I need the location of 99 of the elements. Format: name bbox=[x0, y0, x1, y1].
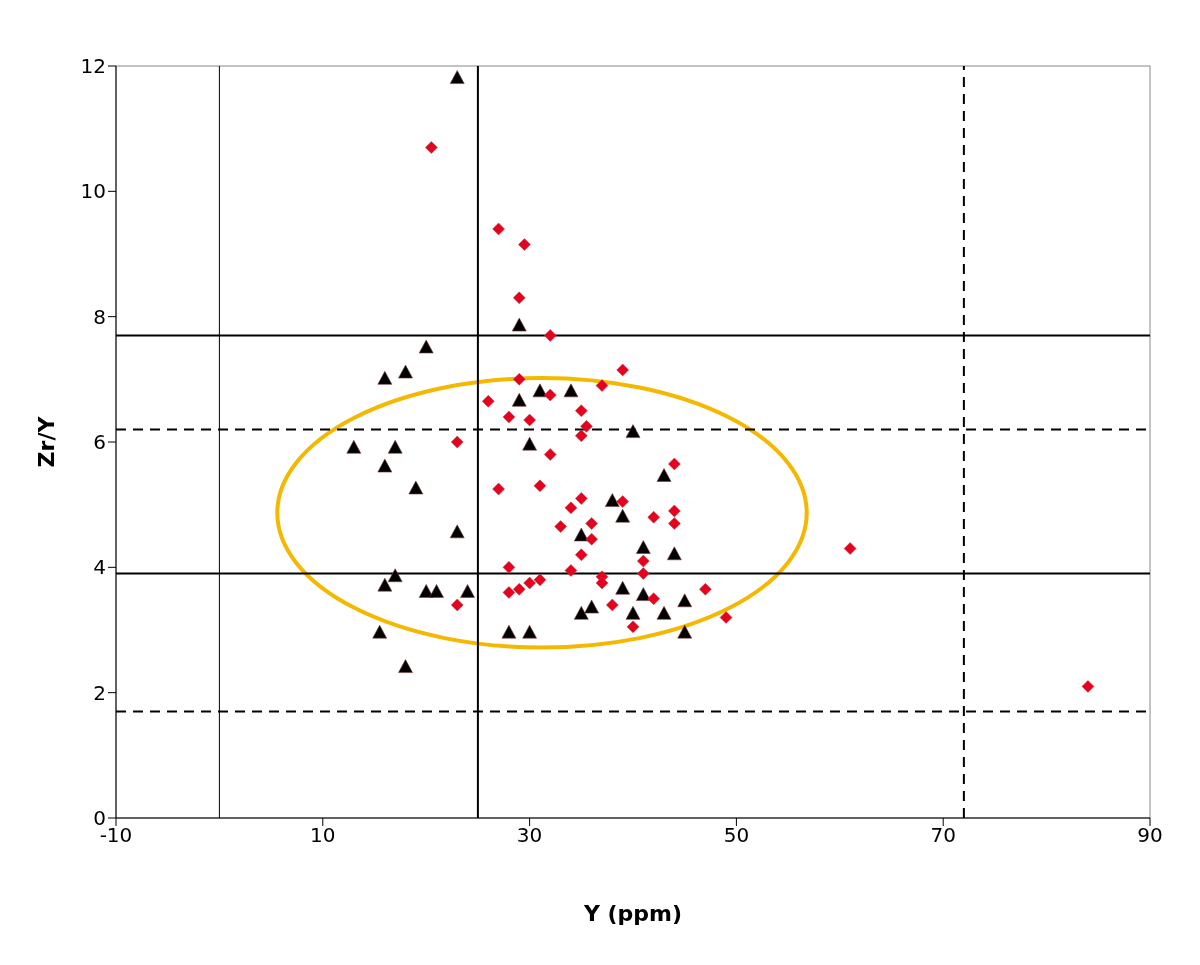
point bbox=[398, 364, 413, 379]
point bbox=[511, 317, 527, 332]
point bbox=[1081, 680, 1095, 693]
point bbox=[575, 404, 588, 417]
point bbox=[564, 501, 578, 515]
point bbox=[615, 508, 630, 523]
point bbox=[677, 624, 692, 639]
point bbox=[533, 479, 547, 493]
point bbox=[398, 659, 413, 673]
point bbox=[667, 546, 682, 561]
point bbox=[606, 598, 619, 612]
point bbox=[843, 542, 857, 555]
x-tick-label: 70 bbox=[930, 823, 956, 848]
point bbox=[523, 413, 536, 427]
point bbox=[637, 554, 650, 568]
point bbox=[522, 624, 537, 639]
point bbox=[647, 510, 660, 524]
point bbox=[533, 573, 547, 587]
point bbox=[513, 291, 526, 305]
point bbox=[668, 457, 681, 471]
point bbox=[377, 458, 393, 473]
point bbox=[387, 439, 403, 454]
point bbox=[574, 606, 589, 620]
point bbox=[450, 435, 464, 449]
y-tick-label: 4 bbox=[93, 555, 106, 580]
point bbox=[616, 495, 629, 508]
x-axis-title: Y (ppm) bbox=[582, 900, 683, 926]
point bbox=[637, 567, 650, 580]
point bbox=[668, 517, 681, 530]
point bbox=[492, 482, 505, 496]
point bbox=[377, 371, 393, 385]
point bbox=[429, 584, 444, 598]
point bbox=[346, 439, 362, 454]
point bbox=[492, 222, 505, 236]
y-tick-label: 6 bbox=[93, 430, 106, 455]
point bbox=[449, 70, 465, 84]
point bbox=[449, 524, 465, 539]
point bbox=[425, 141, 438, 154]
point bbox=[513, 373, 526, 386]
x-tick-label: 10 bbox=[310, 823, 336, 848]
x-tick-label: 30 bbox=[516, 823, 543, 848]
point bbox=[616, 363, 629, 377]
point bbox=[481, 395, 495, 408]
point bbox=[580, 420, 593, 433]
point bbox=[625, 606, 641, 620]
point bbox=[605, 493, 620, 507]
point bbox=[575, 429, 588, 442]
y-axis-title: Zr/Y bbox=[33, 415, 59, 468]
point bbox=[377, 577, 393, 592]
point bbox=[544, 388, 557, 402]
point bbox=[574, 527, 589, 542]
point bbox=[656, 468, 672, 482]
x-tick-label: 90 bbox=[1137, 823, 1163, 848]
y-tick-label: 2 bbox=[93, 680, 106, 705]
point bbox=[513, 583, 526, 596]
point bbox=[585, 517, 598, 530]
point bbox=[502, 410, 516, 424]
point bbox=[584, 599, 599, 614]
point bbox=[575, 492, 588, 505]
point bbox=[595, 576, 609, 590]
point bbox=[460, 584, 475, 598]
point bbox=[501, 624, 517, 639]
point bbox=[625, 424, 641, 438]
point bbox=[372, 624, 387, 639]
point bbox=[595, 379, 609, 392]
point bbox=[636, 540, 651, 554]
point bbox=[418, 339, 434, 354]
point bbox=[677, 593, 692, 608]
point bbox=[408, 480, 424, 495]
point bbox=[719, 611, 733, 624]
point bbox=[544, 448, 557, 461]
point bbox=[636, 587, 651, 601]
point bbox=[387, 568, 403, 583]
point bbox=[585, 532, 598, 546]
point bbox=[518, 238, 531, 251]
point bbox=[554, 520, 567, 533]
point bbox=[511, 392, 527, 407]
point bbox=[544, 329, 557, 342]
point bbox=[502, 586, 516, 599]
point bbox=[532, 383, 548, 398]
point bbox=[575, 548, 588, 562]
x-tick-label: 50 bbox=[723, 823, 750, 848]
point bbox=[450, 598, 464, 612]
point bbox=[668, 504, 681, 518]
point bbox=[523, 576, 536, 590]
point bbox=[418, 584, 434, 598]
y-tick-label: 8 bbox=[93, 304, 106, 329]
y-tick-label: 0 bbox=[93, 806, 106, 831]
point bbox=[563, 383, 579, 398]
point bbox=[626, 620, 640, 634]
point bbox=[699, 583, 712, 596]
point bbox=[522, 436, 537, 451]
point bbox=[656, 606, 672, 620]
point bbox=[564, 564, 578, 577]
point bbox=[647, 592, 660, 605]
y-tick-label: 10 bbox=[80, 179, 106, 204]
point bbox=[502, 561, 516, 574]
point bbox=[615, 580, 630, 595]
y-tick-label: 12 bbox=[80, 54, 106, 79]
